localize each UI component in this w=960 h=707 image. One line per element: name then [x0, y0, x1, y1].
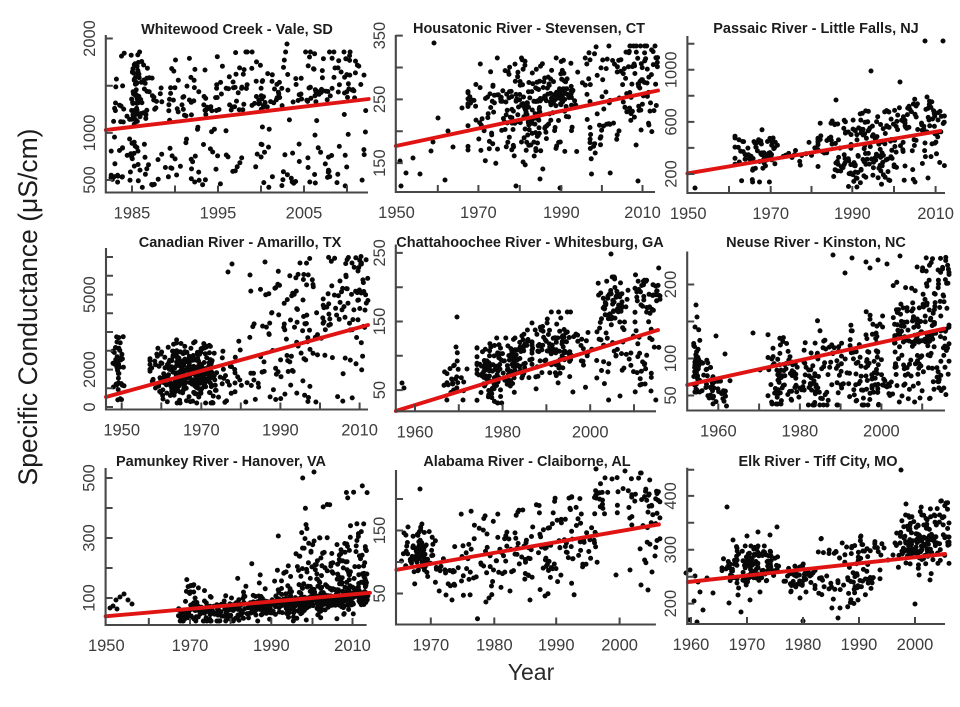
svg-text:1980: 1980 [484, 423, 521, 441]
svg-text:1950: 1950 [88, 637, 125, 655]
svg-text:150: 150 [371, 149, 389, 177]
svg-text:1000: 1000 [662, 51, 680, 88]
svg-text:1970: 1970 [183, 422, 220, 440]
svg-text:1980: 1980 [782, 423, 819, 441]
svg-text:2010: 2010 [624, 204, 661, 222]
svg-text:1970: 1970 [412, 637, 449, 655]
svg-text:1970: 1970 [172, 637, 209, 655]
svg-text:Housatonic River - Stevensen,: Housatonic River - Stevensen, CT [413, 21, 645, 37]
svg-text:300: 300 [662, 536, 680, 564]
svg-text:150: 150 [371, 517, 389, 545]
svg-text:2000: 2000 [863, 423, 900, 441]
svg-text:1990: 1990 [543, 204, 580, 222]
svg-text:Passaic River - Little Falls,: Passaic River - Little Falls, NJ [713, 21, 919, 37]
svg-text:500: 500 [81, 166, 99, 194]
svg-text:250: 250 [371, 86, 389, 114]
svg-text:2005: 2005 [286, 205, 323, 223]
svg-text:50: 50 [662, 386, 680, 404]
svg-text:2000: 2000 [897, 636, 934, 654]
svg-text:Elk River - Tiff City, MO: Elk River - Tiff City, MO [739, 454, 898, 470]
svg-text:1970: 1970 [460, 204, 497, 222]
svg-text:200: 200 [662, 590, 680, 618]
svg-text:1000: 1000 [81, 115, 99, 152]
svg-text:1950: 1950 [103, 422, 140, 440]
svg-text:1950: 1950 [378, 204, 415, 222]
svg-text:1970: 1970 [729, 636, 766, 654]
svg-text:1990: 1990 [253, 637, 290, 655]
svg-text:2010: 2010 [341, 422, 378, 440]
svg-text:1970: 1970 [752, 205, 789, 223]
svg-text:Year: Year [508, 659, 555, 685]
svg-text:400: 400 [662, 482, 680, 510]
svg-text:500: 500 [81, 464, 99, 492]
svg-text:Chattahoochee River - Whitesbu: Chattahoochee River - Whitesburg, GA [396, 235, 664, 251]
svg-text:1990: 1990 [841, 636, 878, 654]
svg-text:300: 300 [81, 524, 99, 552]
svg-text:200: 200 [662, 271, 680, 299]
svg-text:2000: 2000 [81, 351, 99, 388]
svg-text:250: 250 [371, 239, 389, 267]
svg-text:5000: 5000 [81, 276, 99, 313]
svg-text:1960: 1960 [397, 423, 434, 441]
svg-text:Neuse River - Kinston, NC: Neuse River - Kinston, NC [726, 235, 906, 251]
svg-text:2000: 2000 [601, 637, 638, 655]
svg-text:1980: 1980 [785, 636, 822, 654]
svg-text:1960: 1960 [700, 423, 737, 441]
svg-text:1980: 1980 [476, 637, 513, 655]
svg-text:50: 50 [371, 584, 389, 602]
svg-text:100: 100 [662, 345, 680, 373]
svg-text:2010: 2010 [334, 637, 371, 655]
svg-text:150: 150 [371, 308, 389, 336]
svg-text:Specific Conductance (μS/cm): Specific Conductance (μS/cm) [13, 129, 43, 486]
svg-text:1985: 1985 [114, 205, 151, 223]
svg-text:1995: 1995 [200, 205, 237, 223]
svg-text:1950: 1950 [670, 205, 707, 223]
svg-text:2010: 2010 [917, 205, 954, 223]
svg-text:Whitewood Creek - Vale, SD: Whitewood Creek - Vale, SD [141, 22, 333, 38]
svg-text:1960: 1960 [673, 636, 710, 654]
svg-text:Canadian River - Amarillo, TX: Canadian River - Amarillo, TX [139, 235, 342, 251]
svg-text:1990: 1990 [834, 205, 871, 223]
svg-text:0: 0 [81, 402, 99, 411]
svg-text:50: 50 [371, 381, 389, 399]
svg-text:350: 350 [371, 22, 389, 50]
svg-text:1990: 1990 [538, 637, 575, 655]
svg-text:Pamunkey River - Hanover, VA: Pamunkey River - Hanover, VA [116, 454, 327, 470]
svg-text:2000: 2000 [572, 423, 609, 441]
svg-text:600: 600 [662, 108, 680, 136]
svg-text:200: 200 [662, 160, 680, 188]
svg-text:1990: 1990 [262, 422, 299, 440]
svg-text:100: 100 [81, 584, 99, 612]
svg-text:2000: 2000 [81, 20, 99, 57]
svg-text:Alabama River - Claiborne, AL: Alabama River - Claiborne, AL [423, 454, 630, 470]
